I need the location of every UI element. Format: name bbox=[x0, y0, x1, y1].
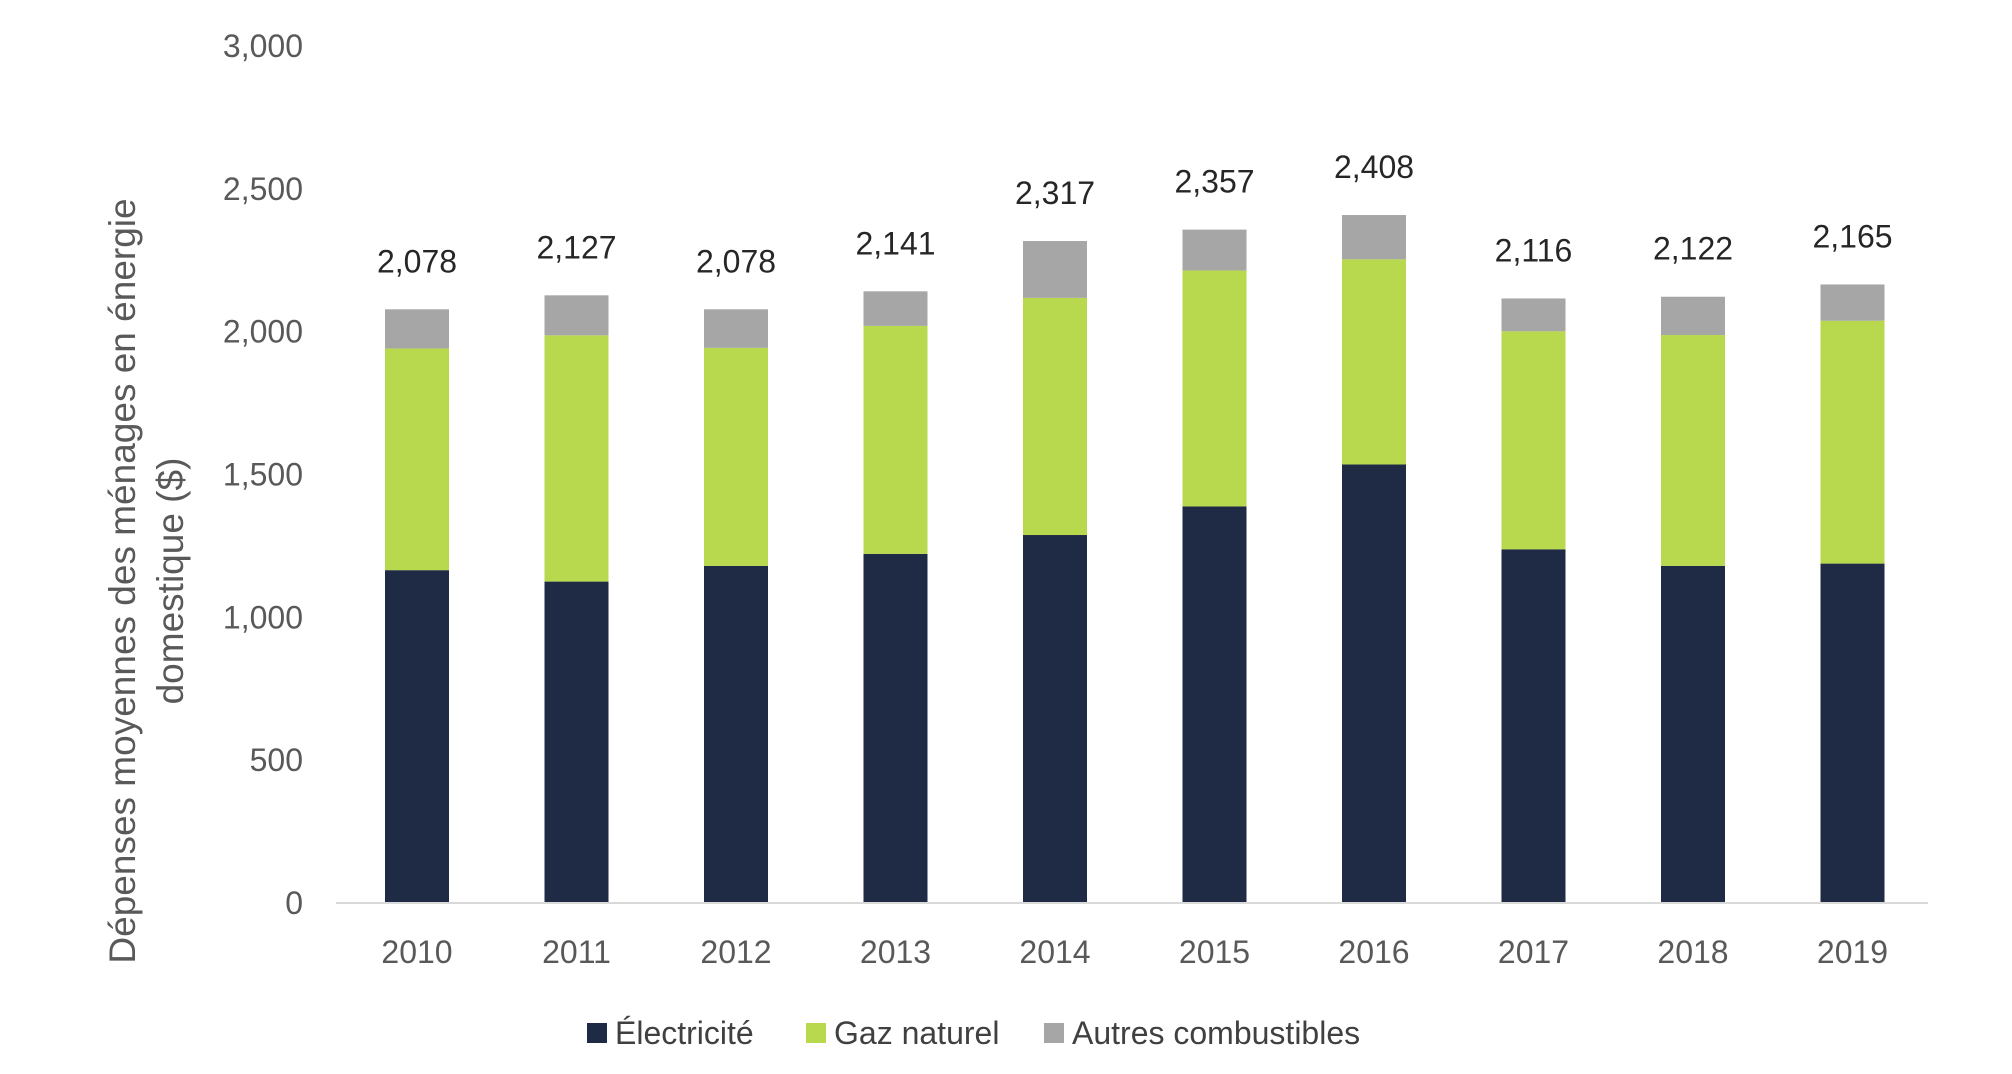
bar-segment bbox=[1661, 565, 1725, 903]
total-label: 2,078 bbox=[696, 243, 776, 279]
bar-segment bbox=[385, 570, 449, 903]
x-tick-label: 2019 bbox=[1817, 934, 1888, 970]
bar-segment bbox=[863, 291, 928, 326]
total-label: 2,317 bbox=[1015, 175, 1095, 211]
total-label: 2,165 bbox=[1812, 218, 1892, 254]
y-axis-label-line-2: domestique ($) bbox=[150, 458, 191, 705]
legend-swatch bbox=[1044, 1023, 1064, 1043]
x-tick-label: 2017 bbox=[1498, 934, 1569, 970]
total-labels: 2,078 2,127 2,078 2,141 2,317 2,357 2,408 2,116… bbox=[377, 149, 1893, 279]
total-label: 2,122 bbox=[1653, 231, 1733, 267]
total-label: 2,141 bbox=[855, 225, 935, 261]
y-axis-label: Dépenses moyennes des ménages en énergie… bbox=[102, 198, 191, 963]
bar-segment bbox=[1182, 270, 1247, 507]
bar-segment bbox=[704, 309, 768, 348]
bar-segment bbox=[704, 347, 768, 566]
y-axis-ticks: 0 500 1,000 1,500 2,000 2,500 3,000 bbox=[223, 28, 303, 921]
bar-segment bbox=[1023, 297, 1087, 536]
legend-swatch bbox=[587, 1023, 607, 1043]
bars bbox=[385, 215, 1885, 903]
x-tick-label: 2016 bbox=[1338, 934, 1409, 970]
x-tick-label: 2011 bbox=[542, 934, 611, 970]
x-tick-label: 2010 bbox=[381, 934, 452, 970]
total-label: 2,127 bbox=[536, 229, 616, 265]
legend-swatch bbox=[806, 1023, 826, 1043]
bar-segment bbox=[385, 309, 449, 349]
bar-segment bbox=[544, 581, 609, 903]
bar-segment bbox=[863, 325, 928, 554]
bar-segment bbox=[1820, 284, 1885, 321]
legend-label: Gaz naturel bbox=[834, 1015, 999, 1051]
bar-segment bbox=[863, 553, 928, 903]
y-tick-label: 1,000 bbox=[223, 599, 303, 635]
bar-segment bbox=[544, 335, 609, 582]
bar-segment bbox=[1023, 241, 1087, 298]
x-tick-label: 2018 bbox=[1657, 934, 1728, 970]
bar-segment bbox=[1342, 464, 1406, 903]
bar-segment bbox=[1661, 335, 1725, 566]
x-tick-label: 2015 bbox=[1179, 934, 1250, 970]
x-axis-ticks: 2010 2011 2012 2013 2014 2015 2016 2017 2018 2019 bbox=[381, 934, 1888, 970]
y-tick-label: 500 bbox=[250, 742, 303, 778]
bar-segment bbox=[1661, 296, 1725, 336]
legend-label: Électricité bbox=[615, 1015, 754, 1051]
total-label: 2,078 bbox=[377, 243, 457, 279]
y-tick-label: 2,000 bbox=[223, 314, 303, 350]
bar-segment bbox=[1501, 298, 1566, 332]
bar-segment bbox=[1182, 506, 1247, 903]
bar-segment bbox=[1501, 549, 1566, 903]
bar-segment bbox=[704, 565, 768, 903]
y-tick-label: 3,000 bbox=[223, 28, 303, 64]
y-tick-label: 2,500 bbox=[223, 171, 303, 207]
legend: Électricité Gaz naturel Autres combustible… bbox=[587, 1015, 1360, 1051]
legend-label: Autres combustibles bbox=[1072, 1015, 1360, 1051]
y-tick-label: 1,500 bbox=[223, 456, 303, 492]
y-axis-label-line-1: Dépenses moyennes des ménages en énergie bbox=[102, 198, 143, 963]
bar-segment bbox=[1182, 229, 1247, 271]
bar-segment bbox=[1342, 215, 1406, 260]
bar-segment bbox=[1023, 535, 1087, 903]
total-label: 2,116 bbox=[1495, 232, 1573, 268]
bar-segment bbox=[385, 348, 449, 571]
x-tick-label: 2014 bbox=[1019, 934, 1090, 970]
bar-segment bbox=[1501, 331, 1566, 550]
total-label: 2,408 bbox=[1334, 149, 1414, 185]
total-label: 2,357 bbox=[1174, 164, 1254, 200]
bar-segment bbox=[1820, 320, 1885, 564]
bar-segment bbox=[1342, 259, 1406, 465]
bar-segment bbox=[544, 295, 609, 336]
y-tick-label: 0 bbox=[285, 885, 303, 921]
x-tick-label: 2012 bbox=[700, 934, 771, 970]
x-tick-label: 2013 bbox=[860, 934, 931, 970]
bar-segment bbox=[1820, 563, 1885, 903]
